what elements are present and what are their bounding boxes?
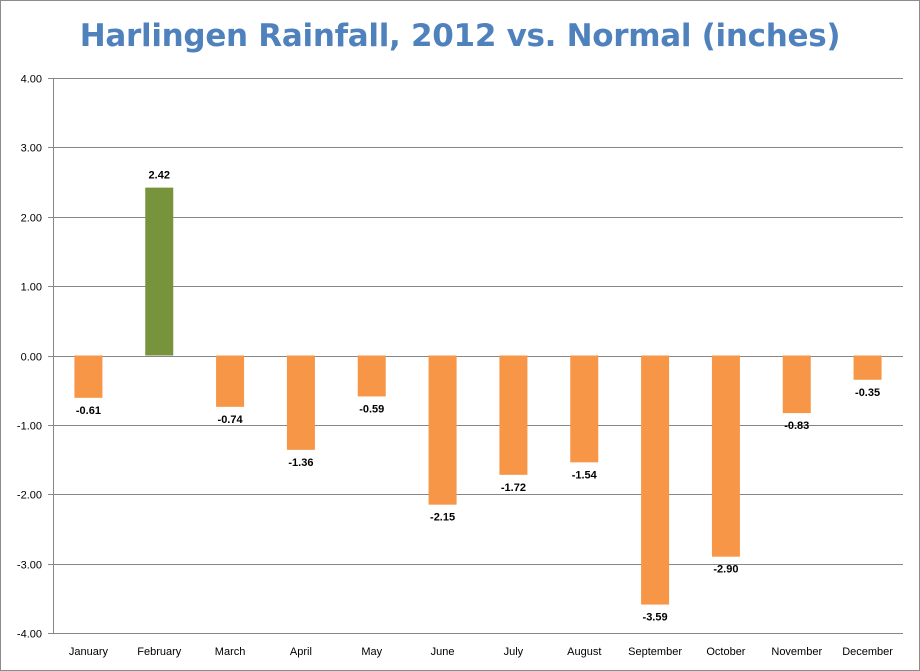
data-label: -0.59 [359,403,384,415]
data-label: -0.61 [76,405,101,417]
data-label: -2.90 [713,564,738,576]
bar [570,355,599,463]
data-label: -3.59 [643,612,668,624]
data-label: 2.42 [149,170,170,182]
y-tick-label: 0.00 [21,352,42,364]
data-label: -1.36 [288,457,313,469]
x-tick-label: June [431,646,455,658]
bar [357,355,386,397]
bar [853,355,882,380]
bar [216,355,245,407]
x-tick-label: January [69,646,109,658]
bar [641,355,670,605]
y-tick-label: -3.00 [17,560,42,572]
bar [428,355,457,505]
bar [74,355,103,398]
bar [711,355,740,557]
x-tick-label: December [842,646,893,658]
x-tick-label: February [137,646,182,658]
data-label: -1.54 [572,469,598,481]
x-tick-label: May [361,646,382,658]
y-tick-label: -4.00 [17,629,42,641]
bar [782,355,811,414]
x-tick-label: October [706,646,745,658]
data-label: -2.15 [430,512,455,524]
y-tick-label: 4.00 [21,74,42,86]
data-label: -1.72 [501,482,526,494]
y-tick-label: 1.00 [21,282,42,294]
x-tick-label: July [504,646,524,658]
data-label: -0.74 [218,414,244,426]
y-tick-label: 3.00 [21,143,42,155]
bar [286,355,315,450]
x-tick-label: August [567,646,601,658]
x-tick-label: September [628,646,682,658]
bar [145,187,174,356]
data-label: -0.83 [784,420,809,432]
y-tick-label: 2.00 [21,213,42,225]
data-label: -0.35 [855,387,880,399]
x-tick-label: March [215,646,246,658]
chart-title: Harlingen Rainfall, 2012 vs. Normal (inc… [79,18,841,54]
x-tick-label: April [290,646,312,658]
bar [499,355,528,475]
y-tick-label: -2.00 [17,490,42,502]
x-tick-label: November [771,646,822,658]
y-tick-label: -1.00 [17,421,42,433]
